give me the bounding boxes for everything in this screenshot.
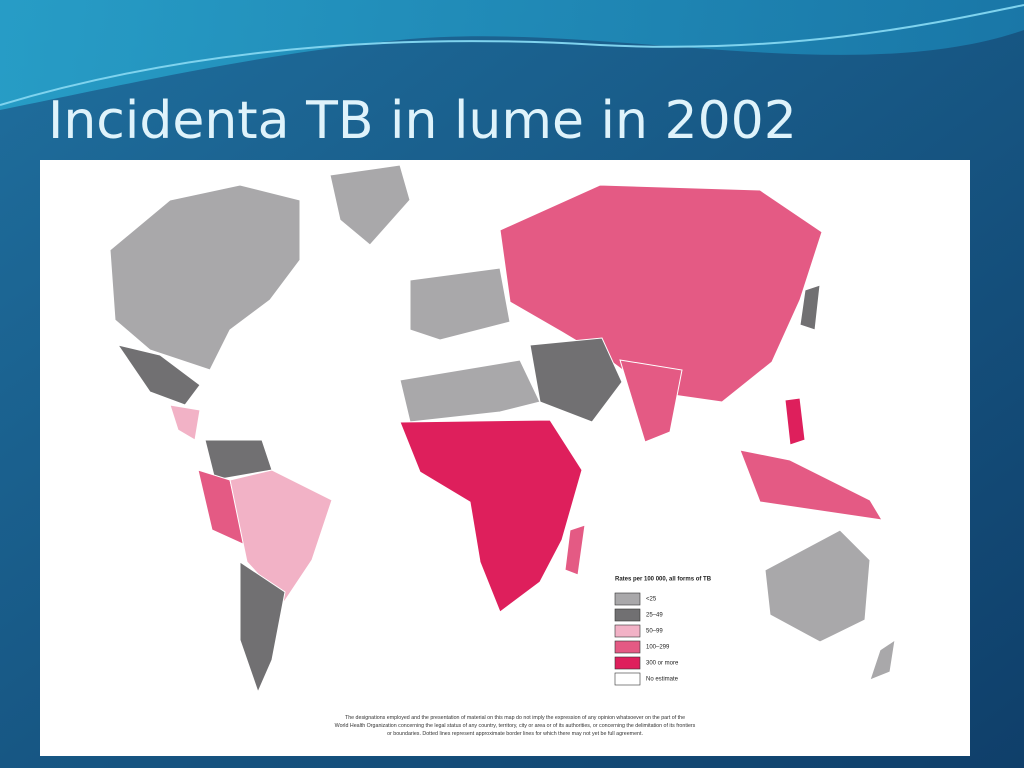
- southern-cone: [239, 561, 286, 694]
- legend-label: No estimate: [646, 677, 679, 683]
- north-africa: [399, 359, 541, 423]
- madagascar: [564, 524, 586, 576]
- wave-line: [0, 4, 1024, 106]
- legend-label: <25: [646, 597, 657, 603]
- legend-label: 300 or more: [646, 661, 679, 667]
- europe: [409, 267, 511, 341]
- legend-label: 50–99: [646, 629, 663, 635]
- japan: [799, 284, 821, 331]
- north-america: [109, 184, 301, 371]
- middle-east: [529, 337, 623, 423]
- slide-title: Incidenta TB in lume in 2002: [48, 91, 797, 151]
- mexico: [116, 344, 201, 406]
- disclaimer: The designations employed and the presen…: [335, 715, 696, 737]
- legend-swatch: [614, 608, 641, 622]
- central-america: [169, 404, 201, 441]
- legend: Rates per 100 000, all forms of TB <25 25…: [614, 577, 712, 686]
- legend-swatch: [614, 656, 641, 670]
- russia-asia: [499, 184, 823, 403]
- disclaimer-line: The designations employed and the presen…: [345, 715, 685, 721]
- australia: [764, 529, 871, 643]
- legend-title: Rates per 100 000, all forms of TB: [615, 577, 712, 583]
- legend-label: 100–299: [646, 645, 670, 651]
- world-map: [109, 164, 896, 694]
- philippines: [784, 397, 806, 446]
- disclaimer-line: World Health Organization concerning the…: [335, 723, 696, 729]
- wave: [0, 0, 1024, 110]
- legend-swatch: [614, 672, 641, 686]
- legend-swatch: [614, 592, 641, 606]
- brazil: [229, 469, 333, 603]
- new-zealand: [869, 638, 896, 681]
- india: [619, 359, 683, 443]
- sub-saharan-africa: [399, 419, 583, 613]
- legend-label: 25–49: [646, 613, 663, 619]
- disclaimer-line: or boundaries. Dotted lines represent ap…: [387, 731, 643, 737]
- legend-swatch: [614, 624, 641, 638]
- southeast-asia: [739, 449, 883, 521]
- legend-swatch: [614, 640, 641, 654]
- greenland: [329, 164, 411, 246]
